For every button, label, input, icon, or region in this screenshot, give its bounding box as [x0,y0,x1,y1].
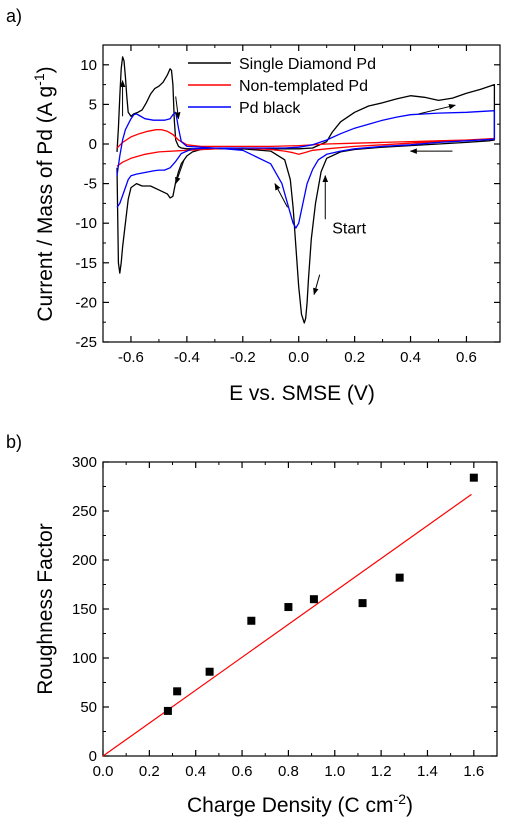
annotation-arrow [418,103,456,115]
panel-a-y-tick-label: -5 [84,176,97,193]
scatter-point [247,616,256,625]
panel-a-x-tick-label: 0.0 [288,349,309,366]
panel-b-x-tick-label: 0.2 [139,763,160,780]
panel-a-x-tick-label: -0.6 [118,349,144,366]
panel-b-series [102,473,478,757]
panel-b-x-tick-label: 1.6 [463,763,484,780]
panel-b: b) 0.0 0.2 0.4 0.6 0.8 1.0 1.2 1.4 1.6 0 50 100 150 2… [6,432,498,817]
panel-b-x-tick-label: 0.0 [93,763,114,780]
panel-a-y-tick-label: -20 [75,294,97,311]
panel-b-y-tick-label: 150 [72,601,97,618]
panel-a-y-tick-label: 5 [89,96,97,113]
panel-a-y-title-sup: -1 [31,73,47,86]
panel-b-y-tick-label: 100 [72,650,97,667]
panel-b-x-tick-label: 0.4 [185,763,206,780]
panel-a-y-title-end: ) [34,66,57,73]
panel-b-x-tick-label: 0.8 [278,763,299,780]
panel-a-y-tick-label: -25 [75,334,97,351]
panel-a-y-axis-title: Current / Mass of Pd (A g-1) [31,66,57,321]
annotation-start-label: Start [332,220,366,237]
panel-b-x-title-end: ) [406,794,413,817]
scatter-point [395,573,404,582]
legend-label-2: Pd black [239,100,301,117]
panel-a-x-tick-label: 0.4 [400,349,421,366]
panel-b-x-axis-title: Charge Density (C cm-2) [187,791,413,817]
scatter-point [284,603,293,612]
panel-a-legend: Single Diamond Pd Non-templated Pd Pd blac… [188,56,376,117]
panel-a-x-axis-title: E vs. SMSE (V) [229,382,375,405]
legend-label-1: Non-templated Pd [239,78,368,95]
panel-b-label: b) [6,432,22,452]
panel-a-y-title-main: Current / Mass of Pd (A g [34,86,57,322]
scatter-point [309,595,318,604]
panel-b-x-tick-label: 1.4 [417,763,438,780]
panel-b-y-tick-label: 250 [72,503,97,520]
panel-a: a) -0.6 -0.4 -0.2 0.0 0.2 0.4 0.6-25-20-15-10-… [6,6,501,405]
panel-b-y-tick-label: 50 [80,699,97,716]
panel-a-ticks: -0.6 -0.4 -0.2 0.0 0.2 0.4 0.6 -25 -20 -15 -10 -5 0 5… [75,45,500,366]
panel-b-x-title-sup: -2 [394,791,407,807]
panel-b-ticks: 0.0 0.2 0.4 0.6 0.8 1.0 1.2 1.4 1.6 0 50 100 150 200 2… [72,454,497,780]
panel-b-x-tick-label: 1.0 [324,763,345,780]
annotation-arrow [274,182,288,208]
scatter-point [173,687,182,696]
series-line-2 [116,110,496,229]
panel-a-y-tick-label: -15 [75,255,97,272]
panel-b-y-tick-label: 200 [72,552,97,569]
panel-a-x-tick-label: 0.6 [456,349,477,366]
scatter-point [469,473,478,482]
panel-a-y-tick-label: 10 [80,57,97,74]
panel-a-y-tick-label: 0 [89,136,97,153]
panel-b-x-title-main: Charge Density (C cm [187,794,394,817]
panel-b-plot-frame [102,461,498,757]
panel-a-label: a) [6,6,22,26]
annotation-arrow [313,274,321,296]
panel-b-x-tick-label: 1.2 [371,763,392,780]
scatter-point [163,706,172,715]
panel-b-y-axis-title: Roughness Factor [34,523,57,695]
panel-a-x-tick-label: -0.4 [174,349,200,366]
annotation-arrow [174,96,181,120]
panel-a-series [116,56,496,324]
panel-b-y-tick-label: 300 [72,454,97,471]
panel-b-y-tick-label: 0 [89,748,97,765]
fit-line [102,493,472,757]
scatter-point [358,599,367,608]
legend-label-0: Single Diamond Pd [239,56,376,73]
annotation-arrow [175,159,185,185]
panel-b-x-tick-label: 0.6 [232,763,253,780]
panel-a-y-tick-label: -10 [75,215,97,232]
panel-a-plot-frame [102,44,501,343]
panel-a-annotations: Start [119,79,456,296]
panel-a-x-tick-label: 0.2 [344,349,365,366]
scatter-point [205,667,214,676]
panel-a-x-tick-label: -0.2 [230,349,256,366]
